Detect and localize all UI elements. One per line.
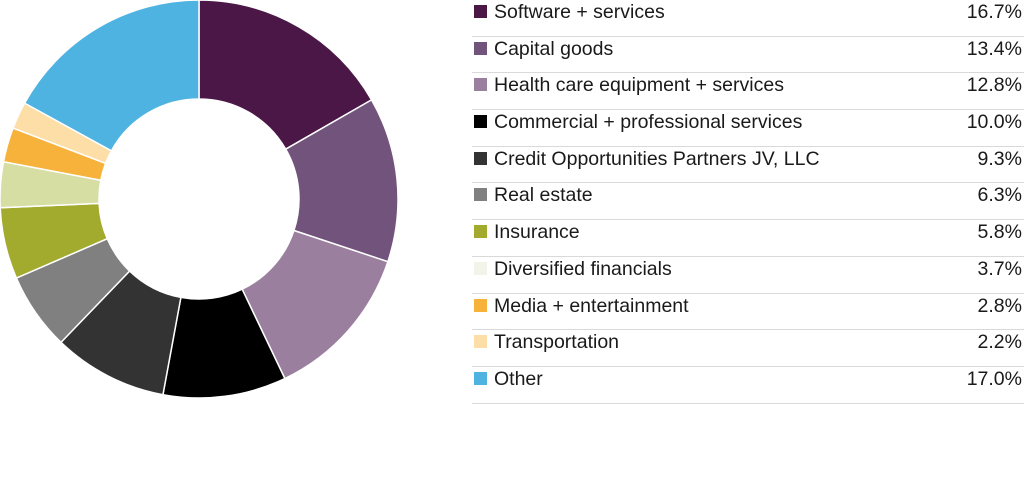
legend-label: Commercial + professional services: [494, 111, 803, 134]
legend-label: Insurance: [494, 221, 580, 244]
legend-item: Credit Opportunities Partners JV, LLC 9.3…: [472, 147, 1024, 184]
legend-value: 16.7%: [966, 1, 1022, 23]
legend-label: Health care equipment + services: [494, 74, 784, 97]
legend-swatch: [474, 115, 487, 129]
legend-item: Real estate 6.3%: [472, 183, 1024, 221]
legend-item: Media + entertainment 2.8%: [472, 294, 1024, 331]
legend-swatch: [474, 225, 487, 239]
legend-item: Insurance 5.8%: [472, 220, 1024, 257]
legend-label: Credit Opportunities Partners JV, LLC: [494, 147, 820, 170]
legend-value: 6.3%: [977, 184, 1022, 207]
legend-label: Transportation: [494, 331, 620, 354]
donut-chart: [0, 0, 399, 399]
legend-item: Transportation 2.2%: [472, 330, 1024, 367]
legend-swatch: [474, 78, 487, 92]
legend-value: 17.0%: [966, 367, 1022, 390]
legend-label: Capital goods: [494, 37, 614, 60]
legend-label: Media + entertainment: [494, 294, 689, 317]
chart-legend: Software + services 16.7% Capital goods 13.…: [472, 0, 1024, 404]
legend-label: Other: [494, 367, 543, 390]
legend-label: Diversified financials: [494, 257, 672, 280]
legend-swatch: [474, 5, 487, 18]
legend-swatch: [474, 188, 487, 202]
legend-value: 5.8%: [977, 221, 1022, 244]
legend-value: 10.0%: [966, 111, 1022, 134]
legend-value: 2.2%: [977, 331, 1022, 354]
legend-swatch: [474, 298, 487, 312]
donut-slice-0: [198, 0, 373, 151]
legend-item: Software + services 16.7%: [472, 0, 1024, 37]
legend-item: Capital goods 13.4%: [472, 37, 1024, 74]
legend-swatch: [474, 151, 487, 165]
donut-slice-10: [23, 0, 200, 152]
legend-item: Commercial + professional services 10.0%: [472, 110, 1024, 147]
legend-label: Real estate: [494, 184, 593, 207]
legend-swatch: [474, 41, 487, 55]
legend-value: 2.8%: [977, 294, 1022, 317]
legend-item: Health care equipment + services 12.8%: [472, 73, 1024, 111]
legend-value: 3.7%: [977, 257, 1022, 280]
legend-swatch: [474, 261, 487, 275]
legend-label: Software + services: [494, 1, 665, 23]
legend-value: 12.8%: [966, 74, 1022, 97]
legend-value: 13.4%: [966, 37, 1022, 60]
legend-swatch: [474, 335, 487, 349]
legend-value: 9.3%: [977, 147, 1022, 170]
legend-item: Diversified financials 3.7%: [472, 257, 1024, 294]
legend-item: Other 17.0%: [472, 367, 1024, 404]
legend-swatch: [474, 371, 487, 385]
